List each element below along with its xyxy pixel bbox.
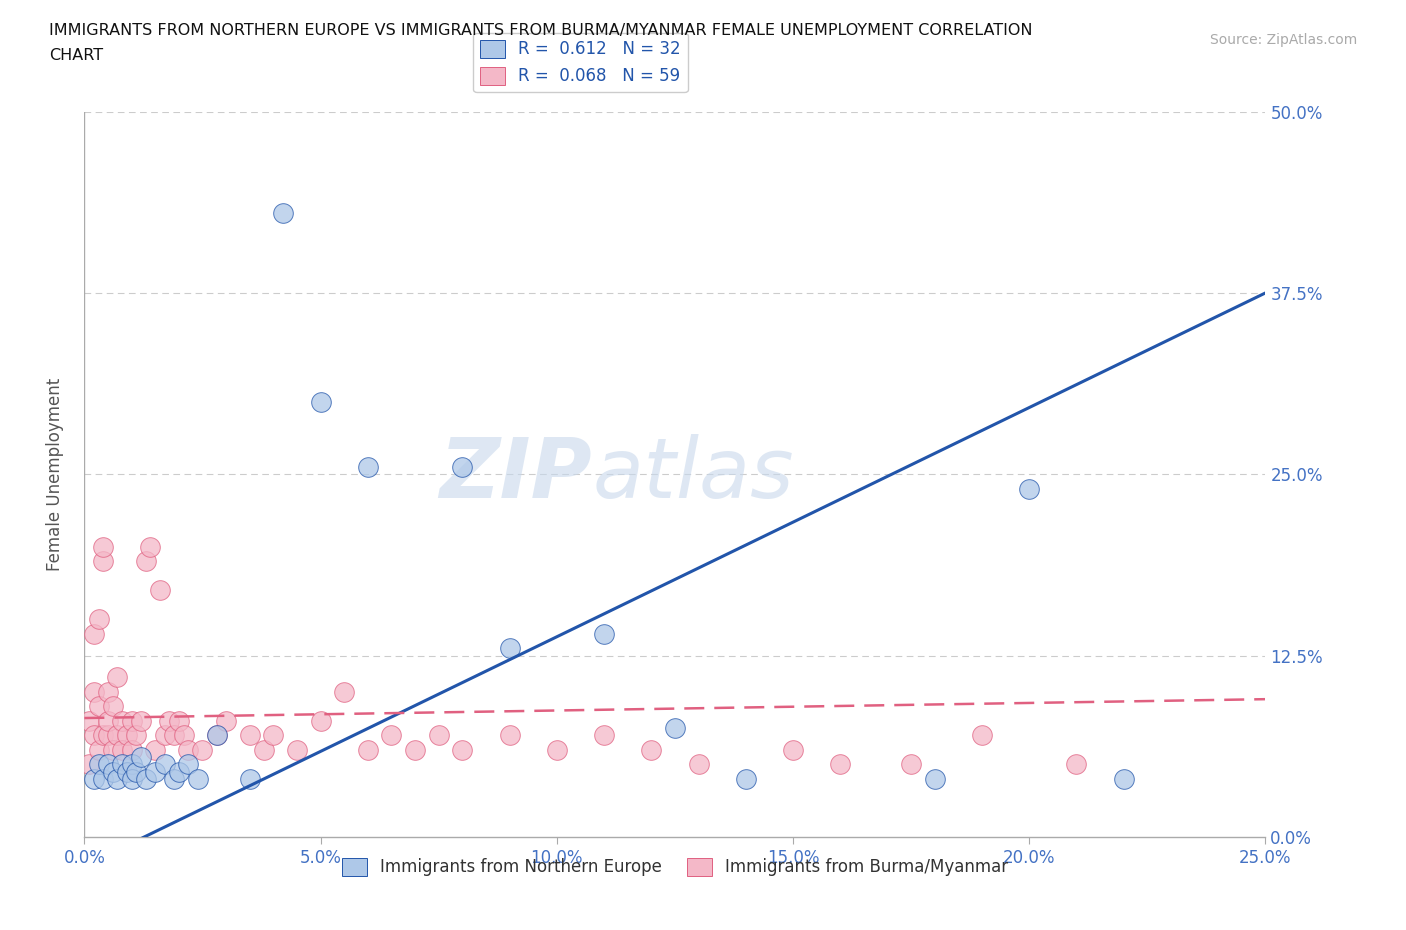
Point (205, 728, 228, 743)
Point (177, 742, 200, 757)
Point (143, 764, 166, 779)
Point (83, 772, 105, 787)
Text: CHART: CHART (49, 48, 103, 63)
Point (970, 728, 993, 743)
Point (139, 539, 162, 554)
Point (143, 742, 166, 757)
Point (285, 742, 308, 757)
Point (87, 699, 110, 714)
Point (167, 713, 190, 728)
Point (77, 757, 100, 772)
Point (333, 684, 356, 699)
Point (121, 757, 143, 772)
Point (593, 728, 616, 743)
Point (309, 713, 332, 728)
Point (1018, 482, 1040, 497)
Point (91, 539, 114, 554)
Point (177, 757, 200, 772)
Point (83, 728, 105, 743)
Point (157, 713, 180, 728)
Point (87, 612, 110, 627)
Legend: Immigrants from Northern Europe, Immigrants from Burma/Myanmar: Immigrants from Northern Europe, Immigra… (335, 851, 1015, 884)
Point (357, 742, 380, 757)
Point (215, 713, 238, 728)
Point (1112, 772, 1135, 787)
Point (121, 772, 143, 787)
Point (87, 742, 110, 757)
Point (77, 713, 100, 728)
Point (107, 772, 129, 787)
Point (830, 757, 852, 772)
Point (129, 713, 152, 728)
Point (153, 757, 176, 772)
Point (451, 742, 474, 757)
Y-axis label: Female Unemployment: Female Unemployment (45, 378, 63, 571)
Point (101, 742, 124, 757)
Point (115, 764, 138, 779)
Text: Source: ZipAtlas.com: Source: ZipAtlas.com (1209, 33, 1357, 46)
Point (115, 728, 138, 743)
Text: ZIP: ZIP (440, 433, 592, 515)
Point (187, 772, 209, 787)
Point (640, 742, 662, 757)
Point (688, 757, 710, 772)
Point (125, 728, 148, 743)
Point (163, 772, 186, 787)
Point (900, 757, 922, 772)
Point (271, 206, 294, 220)
Point (593, 627, 616, 642)
Point (107, 728, 129, 743)
Point (239, 772, 262, 787)
Point (111, 757, 134, 772)
Point (97, 684, 120, 699)
Point (91, 554, 114, 569)
Point (163, 728, 186, 743)
Point (167, 764, 190, 779)
Point (546, 742, 568, 757)
Point (734, 772, 756, 787)
Point (357, 459, 380, 474)
Point (91, 728, 114, 743)
Point (121, 742, 143, 757)
Point (239, 728, 262, 743)
Point (97, 728, 120, 743)
Point (498, 728, 520, 743)
Point (87, 757, 110, 772)
Point (427, 728, 450, 743)
Point (107, 670, 129, 684)
Point (97, 713, 120, 728)
Point (125, 764, 148, 779)
Point (309, 394, 332, 409)
Text: IMMIGRANTS FROM NORTHERN EUROPE VS IMMIGRANTS FROM BURMA/MYANMAR FEMALE UNEMPLOY: IMMIGRANTS FROM NORTHERN EUROPE VS IMMIG… (49, 23, 1033, 38)
Point (262, 728, 284, 743)
Point (83, 627, 105, 642)
Point (97, 757, 120, 772)
Point (149, 583, 172, 598)
Point (121, 713, 143, 728)
Point (173, 728, 195, 743)
Text: atlas: atlas (592, 433, 794, 515)
Point (135, 554, 157, 569)
Point (91, 772, 114, 787)
Point (129, 750, 152, 764)
Point (380, 728, 402, 743)
Point (664, 721, 686, 736)
Point (1066, 757, 1088, 772)
Point (253, 742, 276, 757)
Point (111, 742, 134, 757)
Point (205, 728, 228, 743)
Point (83, 684, 105, 699)
Point (924, 772, 946, 787)
Point (782, 742, 804, 757)
Point (451, 459, 474, 474)
Point (153, 728, 176, 743)
Point (101, 764, 124, 779)
Point (404, 742, 426, 757)
Point (111, 713, 134, 728)
Point (135, 772, 157, 787)
Point (498, 641, 520, 656)
Point (101, 699, 124, 714)
Point (191, 742, 214, 757)
